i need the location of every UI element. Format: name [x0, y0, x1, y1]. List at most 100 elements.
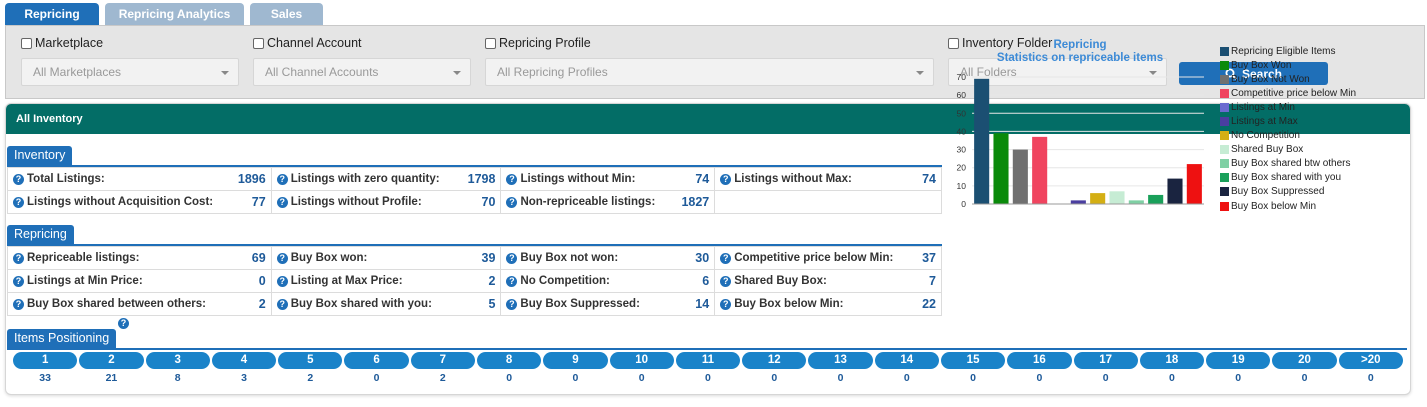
- legend-item[interactable]: Buy Box shared btw others: [1220, 157, 1356, 171]
- stat-value[interactable]: 7: [929, 274, 936, 288]
- position-pill[interactable]: 19: [1206, 352, 1271, 369]
- position-pill[interactable]: 16: [1007, 352, 1072, 369]
- position-pill[interactable]: 12: [742, 352, 807, 369]
- help-icon[interactable]: ?: [720, 298, 732, 310]
- tab-repricing[interactable]: Repricing: [5, 3, 99, 25]
- position-pill[interactable]: 3: [145, 352, 210, 369]
- position-pill[interactable]: 10: [609, 352, 674, 369]
- stat-value[interactable]: 70: [481, 195, 496, 209]
- position-count: 0: [837, 372, 844, 384]
- help-icon[interactable]: ?: [720, 275, 732, 287]
- position-pill[interactable]: 7: [410, 352, 475, 369]
- legend-label: No Competition: [1231, 130, 1300, 142]
- chart-bar[interactable]: [993, 133, 1009, 204]
- help-icon[interactable]: ?: [13, 196, 24, 208]
- help-icon[interactable]: ?: [13, 275, 24, 287]
- position-pill[interactable]: 9: [543, 352, 608, 369]
- stat-value[interactable]: 69: [251, 251, 266, 265]
- stat-value[interactable]: 74: [922, 172, 936, 186]
- repricing-profile-select[interactable]: All Repricing Profiles: [485, 58, 934, 86]
- stat-value[interactable]: 30: [695, 251, 710, 265]
- stat-value[interactable]: 1827: [681, 195, 710, 209]
- stat-label-group: ? Listings at Min Price:: [13, 275, 143, 287]
- position-pill[interactable]: >20: [1338, 352, 1403, 369]
- legend-item[interactable]: Buy Box shared with you: [1220, 171, 1356, 185]
- help-icon[interactable]: ?: [276, 275, 288, 287]
- help-icon[interactable]: ?: [276, 252, 288, 264]
- position-pill[interactable]: 5: [278, 352, 343, 369]
- legend-item[interactable]: Shared Buy Box: [1220, 143, 1356, 157]
- chart-bar[interactable]: [1186, 164, 1202, 204]
- chart-bar[interactable]: [1070, 200, 1086, 204]
- channel-account-select[interactable]: All Channel Accounts: [253, 58, 471, 86]
- help-icon[interactable]: ?: [276, 173, 288, 185]
- chart-bar[interactable]: [1090, 193, 1106, 204]
- stat-value[interactable]: 1896: [237, 172, 266, 186]
- position-pill[interactable]: 4: [211, 352, 277, 369]
- chart-bar[interactable]: [974, 78, 990, 204]
- help-icon[interactable]: ?: [506, 196, 518, 208]
- position-count: 0: [705, 372, 711, 384]
- stat-value[interactable]: 0: [258, 274, 266, 288]
- position-pill[interactable]: 17: [1073, 352, 1138, 369]
- tab-sales[interactable]: Sales: [250, 3, 323, 25]
- chart-bar[interactable]: [1167, 178, 1183, 204]
- legend-item[interactable]: Buy Box Won: [1220, 58, 1356, 72]
- stat-label: Non-repriceable listings:: [520, 196, 656, 208]
- chart-bar[interactable]: [1128, 200, 1144, 204]
- position-pill[interactable]: 2: [79, 352, 144, 369]
- stat-value[interactable]: 39: [481, 251, 496, 265]
- stat-value[interactable]: 2: [258, 297, 266, 311]
- legend-item[interactable]: Listings at Max: [1220, 114, 1356, 128]
- legend-item[interactable]: Buy Box Not Won: [1220, 72, 1356, 86]
- repricing-profile-checkbox[interactable]: [485, 37, 496, 49]
- stat-value[interactable]: 22: [922, 297, 936, 311]
- help-icon[interactable]: ?: [506, 173, 518, 185]
- help-icon[interactable]: ?: [720, 252, 732, 264]
- position-pill[interactable]: 20: [1272, 352, 1337, 369]
- marketplace-select[interactable]: All Marketplaces: [21, 58, 239, 86]
- stat-value[interactable]: 2: [488, 274, 496, 288]
- search-button[interactable]: Search: [1179, 62, 1328, 85]
- chart-bar[interactable]: [1109, 191, 1125, 204]
- marketplace-checkbox[interactable]: [21, 37, 32, 49]
- help-icon[interactable]: ?: [13, 252, 24, 264]
- chart-bar[interactable]: [1032, 136, 1048, 204]
- stat-value[interactable]: 77: [251, 195, 266, 209]
- help-icon[interactable]: ?: [118, 318, 129, 329]
- help-icon[interactable]: ?: [506, 298, 518, 310]
- stat-value[interactable]: 14: [695, 297, 710, 311]
- legend-item[interactable]: Competitive price below Min: [1220, 86, 1356, 100]
- legend-item[interactable]: No Competition: [1220, 129, 1356, 143]
- position-pill[interactable]: 11: [675, 352, 741, 369]
- tab-repricing-analytics[interactable]: Repricing Analytics: [105, 3, 244, 25]
- inventory-folder-checkbox[interactable]: [948, 37, 959, 49]
- position-pill[interactable]: 18: [1139, 352, 1205, 369]
- legend-item[interactable]: Listings at Min: [1220, 100, 1356, 114]
- stat-value[interactable]: 74: [695, 172, 710, 186]
- help-icon[interactable]: ?: [13, 298, 24, 310]
- stat-value[interactable]: 6: [702, 274, 710, 288]
- position-pill[interactable]: 14: [874, 352, 939, 369]
- channel-account-checkbox[interactable]: [253, 37, 264, 49]
- stat-value[interactable]: 5: [488, 297, 496, 311]
- help-icon[interactable]: ?: [506, 252, 518, 264]
- help-icon[interactable]: ?: [276, 196, 288, 208]
- position-pill[interactable]: 1: [13, 352, 78, 369]
- position-pill[interactable]: 13: [808, 352, 873, 369]
- help-icon[interactable]: ?: [720, 173, 732, 185]
- chart-bar[interactable]: [1012, 149, 1028, 204]
- legend-item[interactable]: Repricing Eligible Items: [1220, 44, 1356, 58]
- legend-item[interactable]: Buy Box below Min: [1220, 199, 1356, 213]
- stat-value[interactable]: 1798: [467, 172, 496, 186]
- position-pill[interactable]: 15: [940, 352, 1006, 369]
- help-icon[interactable]: ?: [276, 298, 288, 310]
- position-pill[interactable]: 6: [344, 352, 409, 369]
- stat-value[interactable]: 37: [922, 251, 936, 265]
- legend-item[interactable]: Buy Box Suppressed: [1220, 185, 1356, 199]
- position-pill[interactable]: 8: [476, 352, 542, 369]
- help-icon[interactable]: ?: [13, 173, 24, 185]
- y-tick-label: 60: [957, 90, 967, 100]
- chart-bar[interactable]: [1148, 194, 1164, 204]
- help-icon[interactable]: ?: [506, 275, 518, 287]
